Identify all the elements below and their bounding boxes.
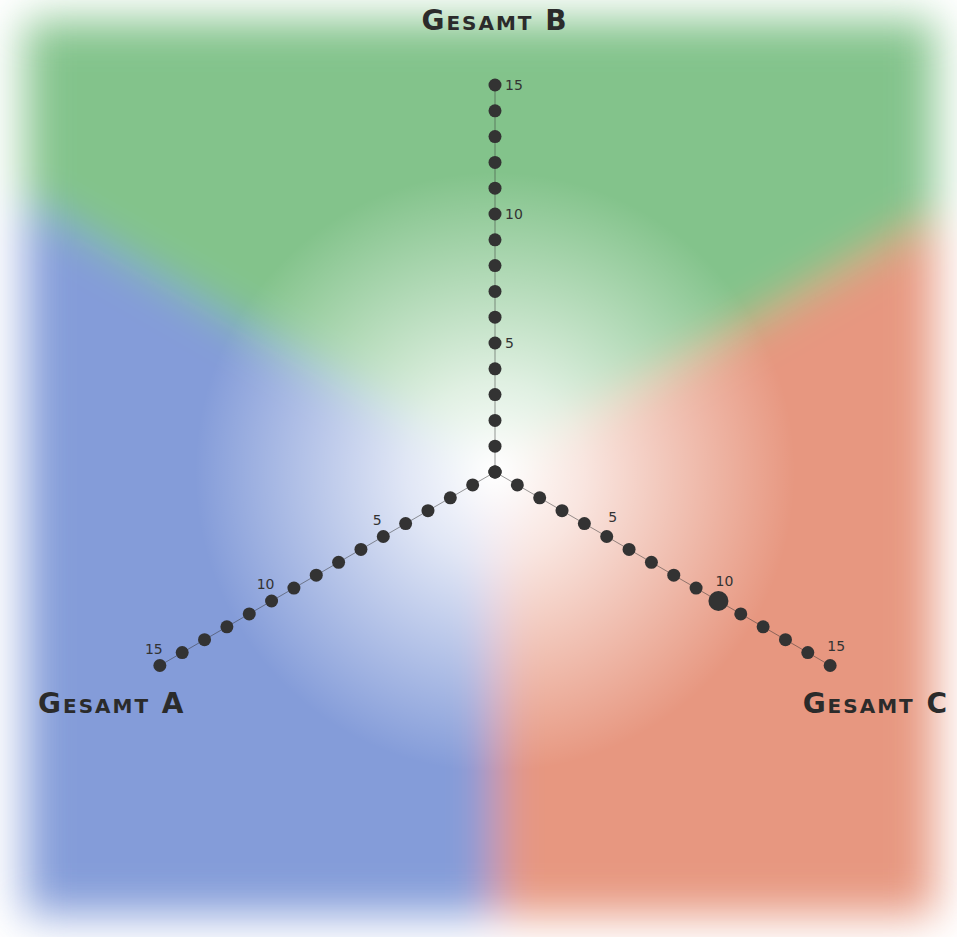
tick-dot [489, 285, 502, 298]
axis-title: Gesamt C [803, 687, 949, 720]
tick-label: 10 [257, 576, 275, 592]
tick-dot [489, 337, 502, 350]
tick-label: 5 [505, 335, 514, 351]
tick-label: 10 [716, 573, 734, 589]
tick-dot [489, 130, 502, 143]
tick-dot [489, 388, 502, 401]
tick-dot [198, 633, 211, 646]
tick-dot [734, 607, 747, 620]
axis [489, 466, 837, 673]
tick-label: 15 [505, 77, 523, 93]
tick-dot [489, 156, 502, 169]
tick-dot [489, 182, 502, 195]
tick-dot [824, 659, 837, 672]
tick-dot [243, 607, 256, 620]
tick-dot [489, 466, 502, 479]
tick-dot [153, 659, 166, 672]
tick-dot [757, 620, 770, 633]
data-point [708, 591, 728, 611]
tick-label: 15 [827, 638, 845, 654]
chart: 5 10 15 Gesamt A 5 10 15 Gesamt B 5 10 15 Gesamt C [0, 0, 957, 937]
tick-dot [466, 478, 479, 491]
tick-dot [489, 79, 502, 92]
tick-dot [511, 478, 524, 491]
tick-dot [421, 504, 434, 517]
tick-dot [556, 504, 569, 517]
background [0, 0, 957, 937]
tick-dot [489, 440, 502, 453]
axis [153, 466, 501, 673]
tick-dot [377, 530, 390, 543]
tick-dot [220, 620, 233, 633]
axis-line [495, 472, 830, 666]
tick-dot [354, 543, 367, 556]
tick-dot [489, 414, 502, 427]
tick-label: 5 [608, 509, 617, 525]
tick-dot [645, 556, 658, 569]
tick-dot [801, 646, 814, 659]
tick-dot [533, 491, 546, 504]
labels: 5 10 15 Gesamt A 5 10 15 Gesamt B 5 10 15 Gesamt C [38, 4, 949, 720]
tick-dot [489, 104, 502, 117]
tick-dot [489, 208, 502, 221]
tick-dot [489, 233, 502, 246]
axis-title: Gesamt A [38, 687, 186, 720]
tick-dot [779, 633, 792, 646]
axis-title: Gesamt B [421, 4, 568, 37]
tick-dot [667, 569, 680, 582]
tick-dot [489, 466, 502, 479]
tick-dot [690, 582, 703, 595]
tick-dot [489, 311, 502, 324]
plot-area [153, 79, 836, 673]
tick-dot [578, 517, 591, 530]
tick-dot [332, 556, 345, 569]
tick-dot [444, 491, 457, 504]
tick-label: 15 [145, 641, 163, 657]
tick-dot [600, 530, 613, 543]
axis-line [160, 472, 495, 666]
axis [489, 79, 502, 479]
center-glow [0, 0, 957, 937]
tick-label: 5 [373, 512, 382, 528]
tick-dot [310, 569, 323, 582]
tick-dot [399, 517, 412, 530]
tick-dot [176, 646, 189, 659]
tick-dot [623, 543, 636, 556]
tick-dot [489, 259, 502, 272]
tick-dot [489, 362, 502, 375]
tick-label: 10 [505, 206, 523, 222]
tick-dot [265, 595, 278, 608]
tick-dot [489, 466, 502, 479]
tick-dot [287, 582, 300, 595]
